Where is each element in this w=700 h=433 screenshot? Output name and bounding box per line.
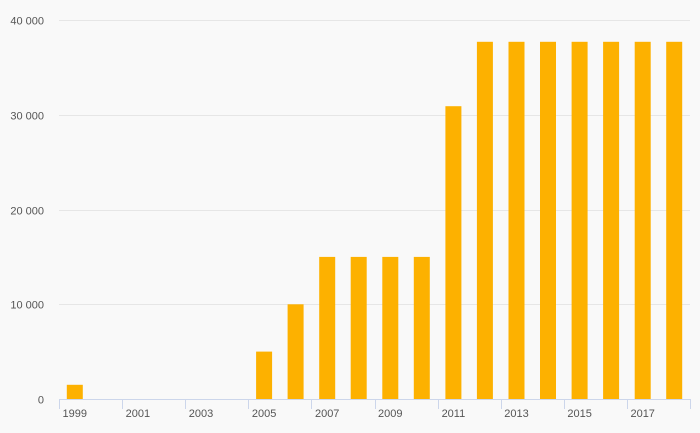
bar-2010[interactable]: [413, 256, 430, 399]
bar-series: [66, 41, 683, 400]
x-tick-label: 2001: [126, 408, 150, 420]
bar-2014[interactable]: [540, 41, 556, 400]
x-tick-label: 2017: [630, 408, 654, 420]
bar-2017[interactable]: [634, 41, 651, 400]
bar-2016[interactable]: [603, 41, 620, 400]
x-tick-label: 2007: [315, 408, 339, 420]
y-tick-label: 20 000: [10, 206, 44, 218]
x-tick-label: 1999: [63, 408, 87, 420]
bar-1999[interactable]: [66, 384, 83, 399]
y-tick-label: 10 000: [10, 300, 44, 312]
x-axis-labels: 1999 2001 2003 2005 2007 2009 2011 2013 2015 2017: [63, 408, 655, 420]
bar-2012[interactable]: [476, 41, 493, 400]
bar-2005[interactable]: [256, 351, 273, 399]
x-tick-label: 2013: [504, 408, 528, 420]
bar-2009[interactable]: [382, 256, 399, 399]
bar-2007[interactable]: [319, 256, 336, 399]
y-tick-label: 0: [38, 395, 44, 407]
y-tick-label: 40 000: [10, 16, 44, 28]
bar-2008[interactable]: [350, 256, 367, 399]
x-axis: [59, 399, 691, 409]
bar-2011[interactable]: [445, 106, 462, 399]
x-tick-label: 2011: [442, 408, 466, 420]
x-tick-label: 2005: [252, 408, 276, 420]
bar-2006[interactable]: [287, 304, 304, 400]
grid-lines: [59, 20, 690, 305]
x-tick-label: 2009: [378, 408, 402, 420]
bar-2018[interactable]: [666, 41, 683, 400]
bar-2013[interactable]: [508, 41, 525, 400]
x-tick-label: 2003: [189, 408, 213, 420]
bar-2015[interactable]: [571, 41, 588, 400]
y-axis-labels: 0 10 000 20 000 30 000 40 000: [10, 16, 44, 407]
y-tick-label: 30 000: [10, 111, 44, 123]
x-tick-label: 2015: [567, 408, 591, 420]
